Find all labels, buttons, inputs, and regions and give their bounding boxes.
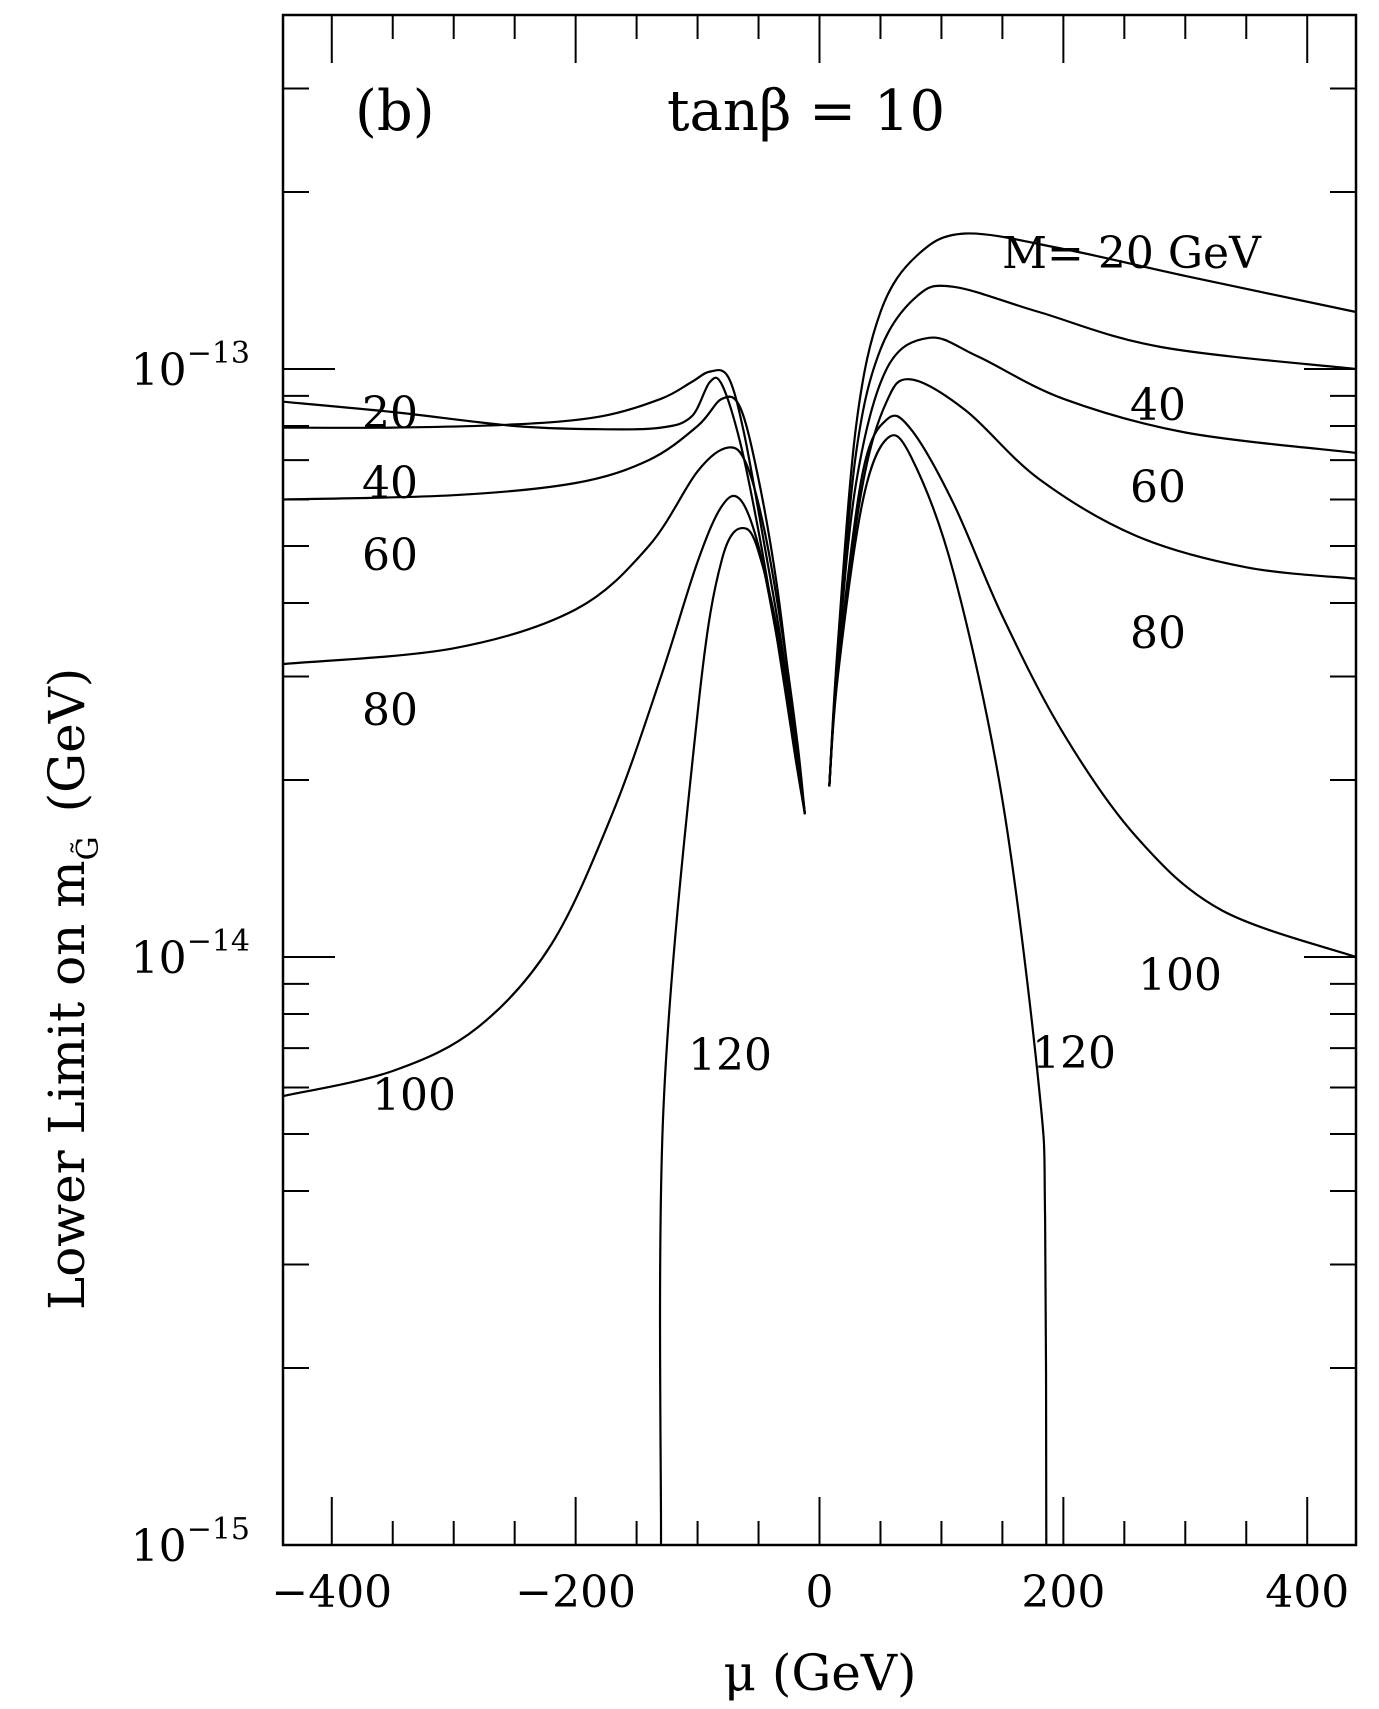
series-80-right-label: 80 xyxy=(1130,608,1186,659)
y-tick-label-exponent: −13 xyxy=(187,336,250,371)
y-tick-label-base: 10 xyxy=(131,1521,187,1572)
series-120-right-branch xyxy=(828,434,1048,1546)
series-20-left-label: 20 xyxy=(362,388,418,439)
y-axis-title-prefix: Lower Limit on m xyxy=(38,860,96,1310)
series-60-right-branch xyxy=(828,336,1357,787)
y-tick-label: 10−13 xyxy=(131,336,250,396)
y-axis-title-suffix: (GeV) xyxy=(38,668,96,813)
series-20-right-branch xyxy=(828,232,1357,787)
y-tick-label: 10−15 xyxy=(131,1512,250,1572)
series-100-right-branch xyxy=(828,414,1357,959)
y-tick-label-exponent: −15 xyxy=(187,1512,250,1547)
series-20-right-label: M= 20 GeV xyxy=(1002,228,1262,279)
y-axis-title-subscript: G̃ xyxy=(71,836,106,860)
series-120-left-label: 120 xyxy=(688,1030,772,1081)
series-40-right-branch xyxy=(828,284,1357,787)
series-60-left-label: 60 xyxy=(362,530,418,581)
plot-frame xyxy=(281,13,1358,1547)
chart-title: tanβ = 10 xyxy=(667,79,945,144)
x-tick-label: 0 xyxy=(806,1567,834,1618)
series-80-left-branch xyxy=(282,446,806,815)
series-60-right-label: 60 xyxy=(1130,462,1186,513)
series-80-right-branch xyxy=(828,378,1357,787)
x-tick-label: −400 xyxy=(271,1567,392,1618)
x-tick-label: 200 xyxy=(1021,1567,1105,1618)
series-120-left-branch xyxy=(658,526,806,1546)
series-100-left-branch xyxy=(282,494,806,1098)
svg-text:Lower Limit on mG̃(GeV): Lower Limit on mG̃ (GeV) xyxy=(38,668,106,1310)
y-tick-label: 10−14 xyxy=(131,924,250,984)
panel-label: (b) xyxy=(355,79,435,144)
series-100-right-label: 100 xyxy=(1138,950,1222,1001)
y-tick-label-exponent: −14 xyxy=(187,924,250,959)
series-40-left-branch xyxy=(282,368,806,815)
series-20-left-branch xyxy=(282,376,806,815)
y-tick-label-base: 10 xyxy=(131,345,187,396)
series-80-left-label: 80 xyxy=(362,685,418,736)
series-120-right-label: 120 xyxy=(1032,1028,1116,1079)
x-tick-label: 400 xyxy=(1265,1567,1349,1618)
curves-layer xyxy=(282,232,1357,1546)
x-axis-title: μ (GeV) xyxy=(723,1644,916,1702)
y-axis-title: Lower Limit on mG̃ (GeV) xyxy=(38,668,106,1310)
series-40-right-label: 40 xyxy=(1130,380,1186,431)
series-100-left-label: 100 xyxy=(372,1070,456,1121)
x-tick-label: −200 xyxy=(515,1567,636,1618)
series-40-left-label: 40 xyxy=(362,458,418,509)
y-tick-label-base: 10 xyxy=(131,933,187,984)
labels-layer: 20 M= 20 GeV 40 40 60 60 80 80 100 100 120 120 xyxy=(362,228,1262,1121)
